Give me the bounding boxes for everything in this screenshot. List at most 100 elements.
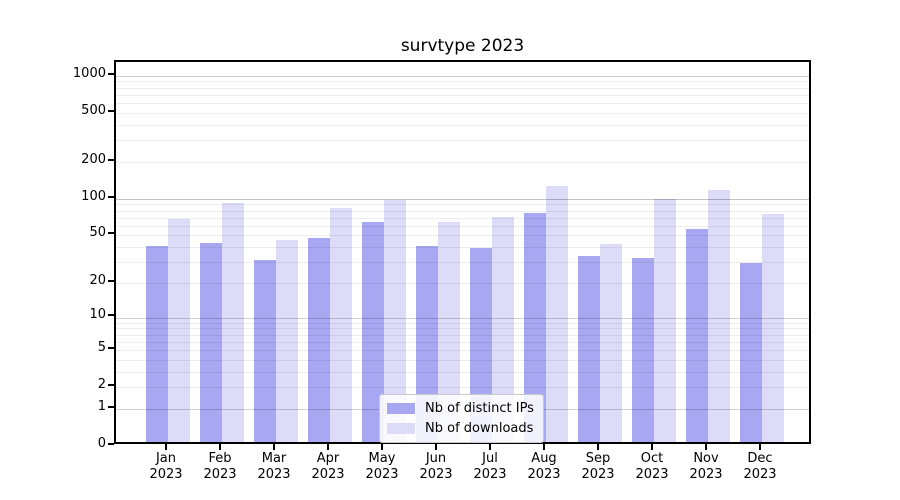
gridline-30: [116, 261, 809, 263]
gridline-10: [116, 317, 809, 319]
gridline-600: [116, 103, 809, 104]
x-tick-label-apr: Apr 2023: [311, 451, 345, 482]
x-tick-mark-may: [381, 444, 383, 450]
gridline-3: [116, 371, 809, 373]
bar-downloads-oct: [654, 198, 676, 442]
bars-layer: [116, 62, 809, 442]
legend-swatch-downloads: [387, 423, 415, 434]
gridline-1000: [116, 75, 809, 77]
y-tick-label-50: 50: [89, 225, 106, 241]
legend-swatch-distinct-ips: [387, 403, 415, 414]
gridline-300: [116, 140, 809, 142]
y-tick-label-500: 500: [81, 102, 106, 118]
gridline-20: [116, 282, 809, 284]
chart-title: survtype 2023: [400, 36, 525, 56]
bar-distinct-ips-may: [362, 221, 384, 442]
x-tick-label-may: May 2023: [365, 451, 399, 482]
bar-downloads-jun: [438, 221, 460, 442]
x-tick-label-feb: Feb 2023: [203, 451, 237, 482]
gridline-500: [116, 112, 809, 114]
gridline-9: [116, 322, 809, 324]
bar-downloads-jan: [168, 219, 190, 442]
bar-distinct-ips-nov: [686, 229, 708, 442]
bar-distinct-ips-feb: [200, 242, 222, 442]
bar-distinct-ips-apr: [308, 237, 330, 442]
gridline-800: [116, 87, 809, 89]
y-tick-mark-1: [108, 405, 114, 408]
gridline-7: [116, 334, 809, 336]
x-tick-mark-jun: [435, 444, 437, 450]
gridline-400: [116, 124, 809, 126]
bar-distinct-ips-oct: [632, 257, 654, 442]
y-tick-label-1: 1: [97, 398, 106, 414]
gridline-80: [116, 210, 809, 212]
bar-downloads-feb: [222, 202, 244, 442]
x-tick-label-dec: Dec 2023: [743, 451, 777, 482]
bar-distinct-ips-jun: [416, 245, 438, 442]
bar-downloads-may: [384, 199, 406, 442]
gridline-5: [116, 350, 809, 351]
y-tick-label-2: 2: [97, 377, 106, 393]
gridline-200: [116, 161, 809, 163]
x-tick-mark-jul: [489, 444, 491, 450]
x-tick-label-jan: Jan 2023: [149, 451, 183, 482]
x-tick-label-mar: Mar 2023: [257, 451, 291, 482]
x-tick-label-aug: Aug 2023: [527, 451, 561, 482]
y-tick-mark-20: [108, 279, 114, 282]
grid-layer: [116, 62, 809, 442]
gridline-100: [116, 198, 809, 200]
x-tick-mark-oct: [651, 444, 653, 450]
y-tick-mark-2: [108, 384, 114, 387]
bar-downloads-mar: [276, 240, 298, 442]
bar-downloads-apr: [330, 207, 352, 442]
legend-item-distinct-ips: Nb of distinct IPs: [387, 401, 534, 416]
bar-downloads-aug: [546, 185, 568, 442]
gridline-700: [116, 94, 809, 96]
bar-distinct-ips-mar: [254, 259, 276, 442]
y-tick-label-1000: 1000: [72, 65, 106, 81]
y-tick-mark-1000: [108, 72, 114, 75]
x-tick-mark-apr: [327, 444, 329, 450]
x-tick-label-sep: Sep 2023: [581, 451, 615, 482]
bar-distinct-ips-aug: [524, 212, 546, 442]
gridline-8: [116, 328, 809, 330]
gridline-40: [116, 247, 809, 248]
y-tick-label-200: 200: [81, 151, 106, 167]
y-tick-mark-50: [108, 232, 114, 235]
y-tick-mark-10: [108, 314, 114, 317]
bar-distinct-ips-jul: [470, 248, 492, 442]
x-tick-mark-mar: [273, 444, 275, 450]
gridline-60: [116, 225, 809, 227]
gridline-6: [116, 341, 809, 343]
y-tick-label-20: 20: [89, 272, 106, 288]
x-tick-mark-sep: [597, 444, 599, 450]
x-tick-label-jun: Jun 2023: [419, 451, 453, 482]
plot-area: Nb of distinct IPs Nb of downloads: [114, 60, 811, 444]
gridline-2: [116, 387, 809, 389]
y-tick-label-100: 100: [81, 188, 106, 204]
bar-distinct-ips-dec: [740, 263, 762, 442]
y-tick-label-5: 5: [97, 339, 106, 355]
x-tick-mark-jan: [165, 444, 167, 450]
y-tick-mark-100: [108, 195, 114, 198]
y-tick-mark-0: [108, 443, 114, 445]
bar-downloads-jul: [492, 216, 514, 442]
y-tick-label-0: 0: [97, 436, 106, 451]
x-tick-mark-feb: [219, 444, 221, 450]
x-tick-label-jul: Jul 2023: [473, 451, 507, 482]
x-tick-mark-dec: [759, 444, 761, 450]
gridline-70: [116, 217, 809, 219]
y-tick-mark-500: [108, 109, 114, 112]
y-tick-label-10: 10: [89, 307, 106, 323]
x-tick-mark-nov: [705, 444, 707, 450]
bar-downloads-nov: [708, 189, 730, 442]
y-tick-mark-200: [108, 158, 114, 161]
legend-item-downloads: Nb of downloads: [387, 421, 534, 436]
gridline-900: [116, 81, 809, 83]
x-tick-label-nov: Nov 2023: [689, 451, 723, 482]
gridline-50: [116, 235, 809, 237]
x-tick-mark-aug: [543, 444, 545, 450]
legend-layer: Nb of distinct IPs Nb of downloads: [116, 62, 809, 443]
gridline-90: [116, 204, 809, 206]
